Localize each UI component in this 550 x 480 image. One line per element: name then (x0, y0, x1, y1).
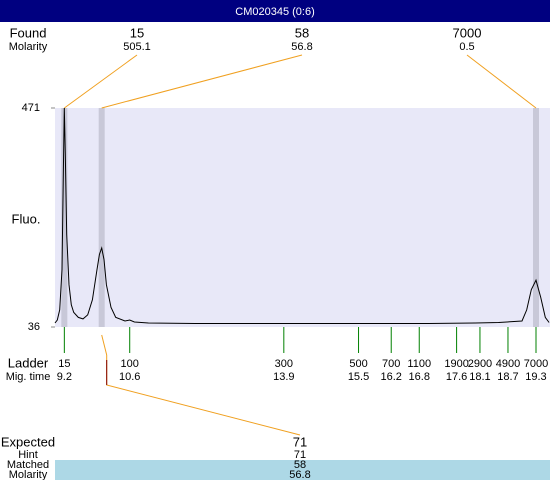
found-size: 15 (130, 25, 144, 40)
ladder-size: 2900 (468, 358, 492, 370)
ladder-size: 700 (382, 358, 400, 370)
peak-band (61, 108, 68, 327)
peak-band (532, 108, 539, 327)
ladder-time: 16.2 (381, 371, 402, 383)
ladder-size: 1900 (444, 358, 468, 370)
found-molarity: 56.8 (291, 41, 312, 53)
ladder-time: 13.9 (273, 371, 294, 383)
found-size: 7000 (453, 25, 482, 40)
found-label: Found (10, 25, 47, 40)
molarity-label: Molarity (9, 41, 48, 53)
y-tick-label: 36 (28, 321, 40, 333)
ladder-size: 500 (349, 358, 367, 370)
trace (54, 107, 550, 324)
peak-connector (64, 54, 138, 109)
expected-connector (101, 334, 301, 436)
ladder-time: 15.5 (348, 371, 369, 383)
ladder-time: 18.7 (497, 371, 518, 383)
expected-label: Expected (1, 434, 55, 449)
expected-molarity: 56.8 (289, 469, 310, 480)
expected-matched: 58 (294, 459, 306, 471)
y-tick-label: 471 (22, 102, 40, 114)
found-molarity: 505.1 (123, 41, 151, 53)
hint-label: Hint (18, 449, 38, 461)
peak-connector (466, 54, 537, 109)
ladder-time: 18.1 (469, 371, 490, 383)
matched-band (55, 460, 550, 480)
ladder-size: 15 (58, 358, 70, 370)
ladder-time: 16.8 (409, 371, 430, 383)
ladder-label: Ladder (8, 355, 49, 370)
peak-connector (101, 54, 303, 109)
expected-hint: 71 (294, 449, 306, 461)
plot-area (55, 108, 550, 327)
ladder-size: 100 (121, 358, 139, 370)
mig-time-label: Mig. time (6, 371, 51, 383)
ladder-time: 10.6 (119, 371, 140, 383)
title: CM020345 (0:6) (235, 6, 315, 18)
molarity-matched-label: Molarity (9, 469, 48, 480)
ladder-size: 300 (275, 358, 293, 370)
expected-size: 71 (293, 434, 307, 449)
ladder-time: 19.3 (525, 371, 546, 383)
ladder-size: 1100 (407, 358, 431, 370)
y-axis-label: Fluo. (12, 211, 41, 226)
ladder-size: 7000 (524, 358, 548, 370)
found-size: 58 (295, 25, 309, 40)
ladder-time: 17.6 (446, 371, 467, 383)
matched-label: Matched (7, 459, 49, 471)
title-bar (0, 0, 550, 22)
found-molarity: 0.5 (459, 41, 474, 53)
ladder-time: 9.2 (57, 371, 72, 383)
peak-band (98, 108, 105, 327)
ladder-size: 4900 (496, 358, 520, 370)
